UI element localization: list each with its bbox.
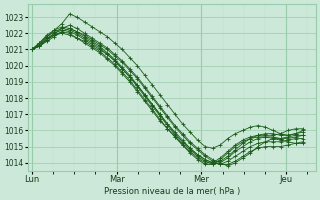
X-axis label: Pression niveau de la mer( hPa ): Pression niveau de la mer( hPa ) [104,187,240,196]
